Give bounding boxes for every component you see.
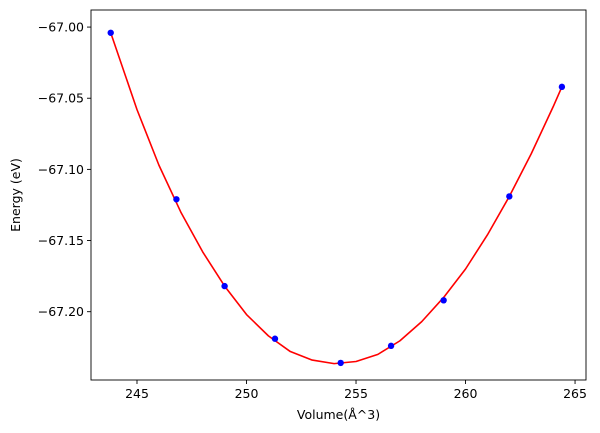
y-tick-label: −67.15 bbox=[38, 233, 84, 248]
x-tick-label: 260 bbox=[454, 386, 478, 401]
data-point bbox=[337, 359, 344, 367]
x-axis-ticks: 245 250 255 260 265 bbox=[125, 380, 587, 401]
data-point bbox=[558, 83, 566, 91]
x-tick-label: 265 bbox=[563, 386, 587, 401]
plot-frame bbox=[90, 9, 587, 381]
x-tick-label: 250 bbox=[235, 386, 259, 401]
data-point bbox=[221, 282, 228, 290]
data-point bbox=[506, 193, 513, 200]
x-axis-label: Volume(Å^3) bbox=[297, 407, 380, 422]
data-point bbox=[387, 342, 395, 350]
fit-curve-line bbox=[109, 32, 563, 365]
y-axis-ticks: −67.00 −67.05 −67.10 −67.15 −67.20 bbox=[38, 20, 91, 319]
data-point bbox=[173, 196, 180, 203]
x-tick-label: 255 bbox=[344, 386, 368, 401]
y-tick-label: −67.00 bbox=[38, 20, 84, 35]
y-axis-label: Energy (eV) bbox=[8, 158, 23, 232]
y-tick-label: −67.10 bbox=[38, 162, 84, 177]
x-tick-label: 245 bbox=[125, 386, 149, 401]
y-tick-label: −67.20 bbox=[38, 304, 84, 319]
data-point bbox=[271, 335, 279, 342]
plot-data bbox=[107, 29, 566, 367]
data-point bbox=[107, 29, 114, 36]
y-tick-label: −67.05 bbox=[38, 91, 84, 106]
data-point bbox=[440, 297, 447, 304]
